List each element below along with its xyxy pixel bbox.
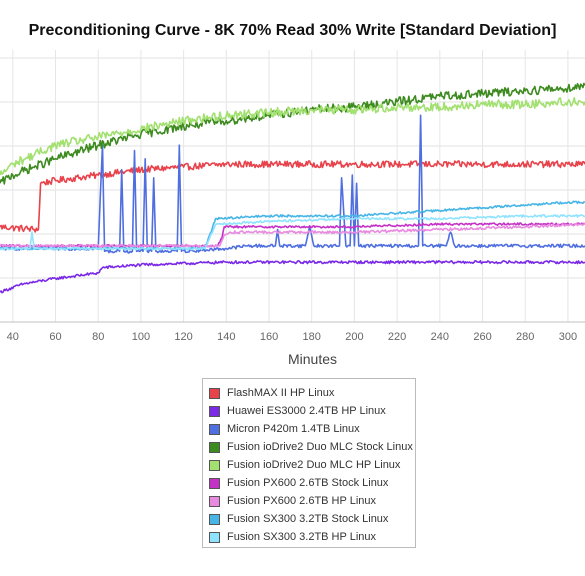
legend-item[interactable]: Fusion ioDrive2 Duo MLC HP Linux (209, 456, 415, 474)
legend-item[interactable]: Fusion SX300 3.2TB HP Linux (209, 528, 415, 546)
x-tick-label: 220 (388, 331, 406, 343)
x-tick-label: 80 (92, 331, 104, 343)
legend-item[interactable]: FlashMAX II HP Linux (209, 384, 415, 402)
legend-swatch (209, 387, 220, 399)
legend-label: Fusion ioDrive2 Duo MLC HP Linux (227, 459, 401, 471)
legend-item[interactable]: Huawei ES3000 2.4TB HP Linux (209, 402, 415, 420)
x-tick-label: 180 (303, 331, 321, 343)
series-line-6 (0, 222, 585, 248)
legend-swatch (209, 495, 220, 507)
legend-swatch (209, 405, 220, 417)
x-tick-label: 200 (345, 331, 363, 343)
legend-label: Fusion ioDrive2 Duo MLC Stock Linux (227, 441, 413, 453)
series-line-9 (0, 214, 585, 251)
legend-label: Fusion PX600 2.6TB Stock Linux (227, 477, 389, 489)
legend-label: Huawei ES3000 2.4TB HP Linux (227, 405, 386, 417)
x-tick-label: 260 (473, 331, 491, 343)
chart-title: Preconditioning Curve - 8K 70% Read 30% … (28, 22, 557, 39)
legend-label: Fusion SX300 3.2TB HP Linux (227, 531, 376, 543)
series-line-5 (0, 97, 585, 176)
plot-area: 40 60 80 100 120 140 160 180 200 220 240 260 280 300 (0, 50, 585, 343)
series-lines (0, 82, 585, 294)
x-tick-label: 240 (431, 331, 449, 343)
legend-label: FlashMAX II HP Linux (227, 387, 335, 399)
x-axis-label: Minutes (287, 351, 338, 367)
legend-swatch (209, 513, 220, 525)
legend-label: Fusion SX300 3.2TB Stock Linux (227, 513, 389, 525)
legend-label: Fusion PX600 2.6TB HP Linux (227, 495, 376, 507)
series-line-1 (0, 160, 585, 233)
legend-label: Micron P420m 1.4TB Linux (227, 423, 360, 435)
x-tick-label: 160 (260, 331, 278, 343)
x-tick-label: 140 (217, 331, 235, 343)
series-line-2 (0, 260, 585, 294)
x-tick-label: 100 (132, 331, 150, 343)
legend-item[interactable]: Fusion ioDrive2 Duo MLC Stock Linux (209, 438, 415, 456)
x-tick-labels: 40 60 80 100 120 140 160 180 200 220 240 260 280 300 (7, 331, 577, 343)
legend-swatch (209, 441, 220, 453)
series-line-4 (0, 82, 585, 185)
x-tick-label: 300 (559, 331, 577, 343)
legend-swatch (209, 531, 220, 543)
x-tick-label: 280 (516, 331, 534, 343)
x-tick-label: 40 (7, 331, 19, 343)
legend-item[interactable]: Fusion PX600 2.6TB HP Linux (209, 492, 415, 510)
legend-item[interactable]: Fusion SX300 3.2TB Stock Linux (209, 510, 415, 528)
legend: FlashMAX II HP Linux Huawei ES3000 2.4TB … (202, 378, 416, 548)
x-tick-label: 60 (49, 331, 61, 343)
grid (0, 50, 585, 323)
legend-swatch (209, 423, 220, 435)
x-tick-label: 120 (174, 331, 192, 343)
series-line-7 (0, 222, 585, 248)
legend-swatch (209, 477, 220, 489)
legend-swatch (209, 459, 220, 471)
legend-item[interactable]: Fusion PX600 2.6TB Stock Linux (209, 474, 415, 492)
legend-item[interactable]: Micron P420m 1.4TB Linux (209, 420, 415, 438)
